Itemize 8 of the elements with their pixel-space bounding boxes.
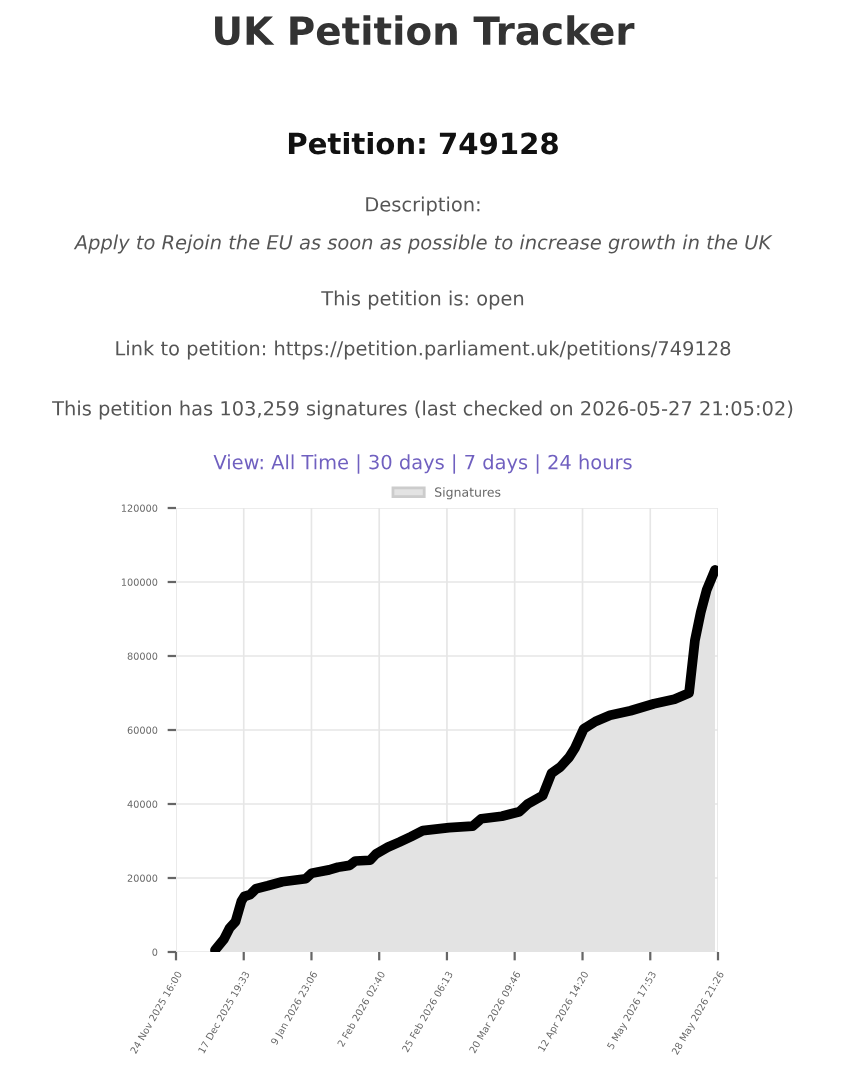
text: Link to petition: https://petition.parliament.uk/petitions/749128 — [116, 340, 731, 360]
chart-subtitle: Petition: 749128 — [288, 131, 558, 155]
chart-title: UK Petition Tracker — [215, 15, 635, 46]
text: This petition has 103,259 signatures (last checked on 2026-05-27 21:05:02) — [52, 400, 793, 420]
text: Apply to Rejoin the EU as soon as possible to increase growth in the UK — [73, 234, 773, 254]
text: This petition is: open — [321, 290, 524, 310]
text: Description: — [366, 196, 480, 216]
text: View: All Time | 30 days | 7 days | 24 hours — [213, 454, 632, 474]
